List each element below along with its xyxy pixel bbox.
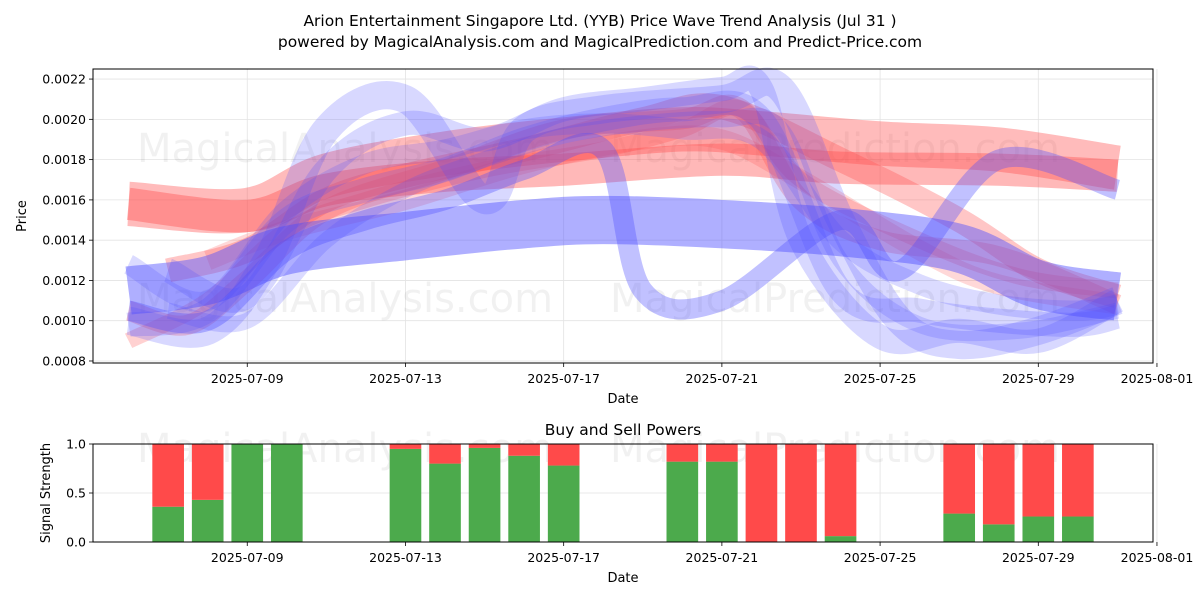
- price-wave-blue-wave-7: [166, 107, 1120, 342]
- main-grid: [93, 69, 1158, 363]
- main-x-axis-label: Date: [607, 392, 638, 407]
- power-x-tick-label: 2025-07-17: [527, 550, 600, 565]
- price-wave-red-wave-5: [204, 125, 1120, 315]
- main-x-tick-label: 2025-07-09: [211, 371, 284, 386]
- power-y-tick-label: 1.0: [66, 437, 86, 452]
- price-wave-red-wave-6: [124, 99, 1119, 349]
- buy-power-bar: [508, 455, 540, 542]
- sell-power-bar: [1022, 444, 1055, 517]
- power-y-tick-label: 0.5: [66, 486, 86, 501]
- buy-power-bar: [1022, 516, 1055, 542]
- main-y-axis-label: Price: [15, 200, 30, 232]
- sell-power-bar: [706, 444, 738, 462]
- main-y-tick-label: 0.0014: [42, 233, 86, 248]
- sell-power-bar: [389, 444, 422, 449]
- power-x-tick-label: 2025-07-09: [211, 550, 284, 565]
- main-y-tick-label: 0.0022: [42, 72, 86, 87]
- sell-power-bar: [785, 444, 817, 542]
- main-y-tick-label: 0.0010: [42, 313, 86, 328]
- price-wave-red-wave-4: [125, 94, 1122, 336]
- price-wave-blue-wave-5: [126, 90, 1121, 337]
- main-chart-title: Arion Entertainment Singapore Ltd. (YYB)…: [303, 12, 896, 30]
- buy-power-bar: [943, 513, 976, 542]
- sell-power-bar: [468, 444, 501, 448]
- main-y-tick-label: 0.0020: [42, 112, 86, 127]
- price-wave-red-wave-1: [127, 107, 1121, 234]
- buy-power-bar: [152, 506, 184, 542]
- sell-power-bar: [191, 444, 224, 500]
- main-y-tick-label: 0.0016: [42, 192, 86, 207]
- buy-power-bar: [270, 444, 303, 542]
- buy-power-bar: [547, 465, 580, 542]
- buy-power-bar: [231, 444, 264, 542]
- price-wave-blue-wave-2: [126, 133, 1121, 334]
- buy-power-bar: [1062, 516, 1094, 542]
- buy-power-bar: [389, 448, 422, 542]
- main-series-group: [123, 65, 1124, 360]
- price-wave-blue-wave-6: [123, 113, 1120, 321]
- main-axes: 2025-07-09 2025-07-13 2025-07-17 2025-07-21…: [42, 72, 1193, 386]
- watermark-prediction-top: MagicalPrediction.com: [610, 126, 1060, 172]
- power-x-tick-label: 2025-07-29: [1002, 550, 1075, 565]
- power-axes: 2025-07-09 2025-07-13 2025-07-17 2025-07-21…: [66, 437, 1193, 566]
- main-x-tick-label: 2025-07-25: [844, 371, 917, 386]
- buy-power-bar: [468, 447, 501, 542]
- power-x-tick-label: 2025-07-21: [686, 550, 759, 565]
- price-wave-blue-wave-1: [125, 195, 1122, 321]
- price-wave-red-wave-3: [165, 93, 1122, 309]
- watermark-analysis-top: MagicalAnalysis.com: [137, 126, 553, 172]
- sell-power-bar: [943, 444, 976, 514]
- sell-power-bar: [666, 444, 699, 462]
- main-y-tick-label: 0.0012: [42, 273, 86, 288]
- power-chart-title: Buy and Sell Powers: [545, 421, 702, 439]
- power-x-tick-label: 2025-07-25: [844, 550, 917, 565]
- buy-power-bar: [429, 463, 461, 542]
- watermark-prediction-bottom: MagicalPrediction.com: [610, 276, 1060, 322]
- sell-power-bar: [547, 444, 580, 466]
- power-x-axis-label: Date: [607, 571, 638, 586]
- sell-power-bar: [429, 444, 461, 464]
- price-wave-blue-wave-3: [125, 67, 1123, 360]
- sell-power-bar: [152, 444, 184, 507]
- buy-power-bar: [982, 524, 1015, 542]
- main-plot-frame: [92, 68, 1154, 364]
- main-watermarks: MagicalAnalysis.com MagicalPrediction.co…: [137, 126, 1060, 322]
- buy-power-bar: [191, 499, 224, 542]
- power-y-axis-label: Signal Strength: [39, 443, 54, 543]
- main-x-tick-label: 2025-07-29: [1002, 371, 1075, 386]
- sell-power-bar: [824, 444, 857, 537]
- buy-power-bar: [706, 461, 738, 542]
- power-x-tick-label: 2025-07-13: [369, 550, 442, 565]
- sell-power-bar: [982, 444, 1015, 525]
- price-wave-red-wave-2: [126, 143, 1119, 233]
- sell-power-bar: [745, 444, 778, 542]
- main-chart-subtitle: powered by MagicalAnalysis.com and Magic…: [278, 33, 922, 51]
- main-x-tick-label: 2025-07-17: [527, 371, 600, 386]
- sell-power-bar: [508, 444, 540, 456]
- power-bars-group: [152, 444, 1094, 542]
- main-x-tick-label: 2025-07-13: [369, 371, 442, 386]
- power-x-tick-label: 2025-08-01: [1121, 550, 1194, 565]
- buy-power-bar: [666, 461, 699, 542]
- main-x-tick-label: 2025-07-21: [686, 371, 759, 386]
- price-wave-blue-wave-4: [163, 65, 1124, 355]
- main-x-tick-label: 2025-08-01: [1121, 371, 1194, 386]
- main-y-tick-label: 0.0008: [42, 353, 86, 368]
- sell-power-bar: [1062, 444, 1094, 517]
- watermark-analysis-bottom: MagicalAnalysis.com: [137, 276, 553, 322]
- power-y-tick-label: 0.0: [66, 535, 86, 550]
- buy-power-bar: [824, 536, 857, 542]
- main-y-tick-label: 0.0018: [42, 152, 86, 167]
